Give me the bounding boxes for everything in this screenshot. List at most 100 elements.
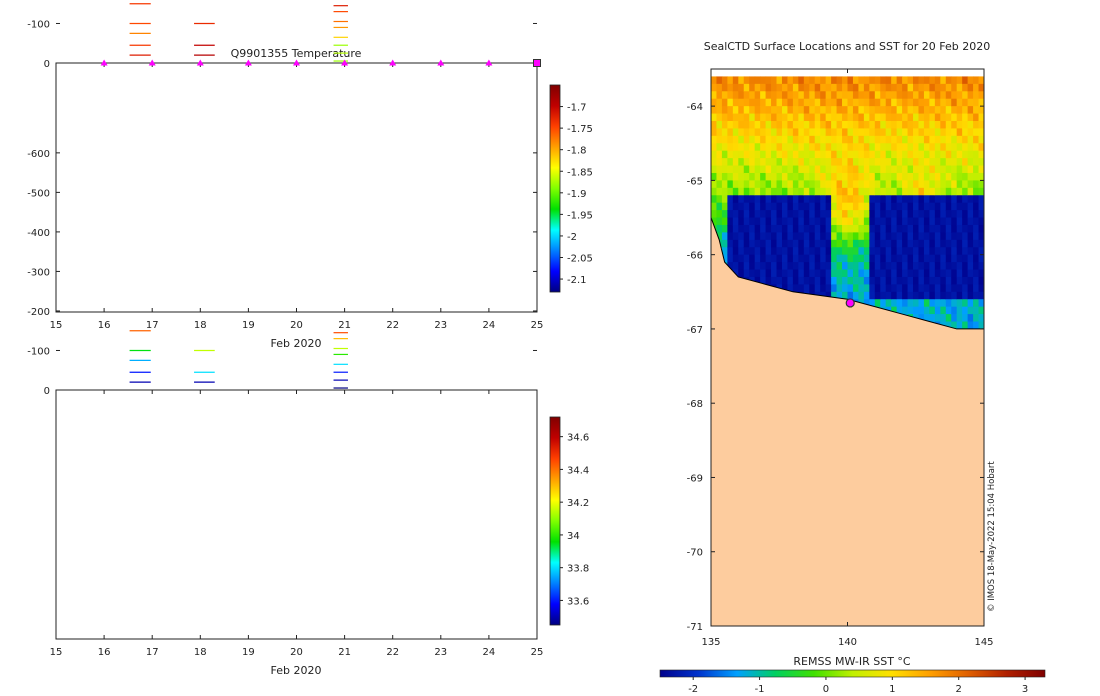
sst-cell xyxy=(836,135,843,144)
sst-cell xyxy=(820,210,827,219)
sst-cell xyxy=(956,113,963,122)
sst-cell xyxy=(749,135,756,144)
sst-cell xyxy=(967,128,974,137)
sst-cell xyxy=(847,98,854,107)
sst-cell xyxy=(792,247,799,256)
sst-cell xyxy=(771,120,778,130)
colorbar-tick-label: 34.4 xyxy=(567,465,589,476)
sst-cell xyxy=(951,284,958,293)
sst-cell xyxy=(787,254,794,263)
colorbar-tick-label: -1.9 xyxy=(567,189,587,200)
sst-cell xyxy=(814,202,821,211)
sst-cell xyxy=(754,120,761,130)
sst-cell xyxy=(711,210,718,219)
sst-cell xyxy=(847,120,854,130)
sst-cell xyxy=(787,143,794,152)
sst-cell xyxy=(858,98,865,107)
sst-cell xyxy=(874,254,881,263)
sst-cell xyxy=(749,180,756,189)
sst-cell xyxy=(760,187,767,196)
sst-cell xyxy=(858,217,865,226)
sst-cell xyxy=(923,195,930,204)
sst-cell xyxy=(918,76,925,85)
sst-cell xyxy=(885,165,892,174)
sst-cell xyxy=(902,83,909,92)
sst-cell xyxy=(973,158,980,167)
sst-cell xyxy=(929,91,936,100)
sst-cell xyxy=(836,202,843,211)
sst-cell xyxy=(842,165,849,174)
sst-cell xyxy=(760,158,767,167)
sst-cell xyxy=(978,247,984,256)
x-tick-label: 17 xyxy=(146,320,159,331)
sst-cell xyxy=(956,269,963,278)
sst-cell xyxy=(852,217,860,226)
sst-cell xyxy=(760,135,767,144)
sst-cell xyxy=(711,113,718,122)
sst-cell xyxy=(951,217,958,226)
sst-cell xyxy=(913,291,920,300)
sst-cell xyxy=(738,91,745,100)
sst-cell xyxy=(907,113,914,122)
sst-cell xyxy=(749,165,756,174)
sst-cell xyxy=(803,202,810,211)
sst-cell xyxy=(907,180,914,189)
sst-cell xyxy=(978,195,984,204)
sst-cell xyxy=(934,314,941,323)
sst-cell xyxy=(973,180,980,189)
sst-cell xyxy=(842,276,849,285)
sst-cell xyxy=(787,106,794,115)
sst-cell xyxy=(907,98,914,107)
sst-cell xyxy=(852,158,860,167)
sst-cell xyxy=(869,232,876,241)
sst-cell xyxy=(923,254,930,263)
sst-cell xyxy=(721,210,728,219)
sst-cell xyxy=(776,269,783,278)
sst-cell xyxy=(836,158,843,167)
sst-cell xyxy=(825,202,832,211)
sst-cell xyxy=(798,210,805,219)
sst-cell xyxy=(749,83,756,92)
sst-cell xyxy=(852,232,860,241)
sst-cell xyxy=(940,91,947,100)
sst-cell xyxy=(820,98,827,107)
sst-cell xyxy=(945,291,952,300)
sst-cell xyxy=(771,232,778,241)
sst-cell xyxy=(792,158,799,167)
sst-cell xyxy=(836,172,843,181)
sst-cell xyxy=(732,91,739,100)
sst-cell xyxy=(962,195,969,204)
sst-cell xyxy=(973,83,980,92)
sst-cell xyxy=(716,135,723,144)
y-tick-label: -600 xyxy=(27,149,50,160)
sst-cell xyxy=(776,91,783,100)
sst-cell xyxy=(814,113,821,122)
sst-cell xyxy=(962,210,969,219)
sst-cell xyxy=(787,180,794,189)
sst-cell xyxy=(842,187,849,196)
sst-cell xyxy=(716,128,723,137)
sst-cell xyxy=(863,247,870,256)
temperature-profile-markers xyxy=(100,59,541,67)
sst-cell xyxy=(962,98,969,107)
sst-cell xyxy=(842,210,849,219)
sst-cell xyxy=(863,76,870,85)
sst-cell xyxy=(749,143,756,152)
sst-cell xyxy=(945,262,952,271)
sst-cell xyxy=(918,98,925,107)
sst-cell xyxy=(880,113,887,122)
sst-cell xyxy=(738,269,745,278)
sst-cell xyxy=(978,143,984,152)
sst-cell xyxy=(792,150,799,159)
sst-cell xyxy=(929,276,936,285)
sst-cell xyxy=(934,91,941,100)
sst-cell xyxy=(798,254,805,263)
sst-cell xyxy=(852,106,860,115)
sst-cell xyxy=(820,76,827,85)
sst-cell xyxy=(825,172,832,181)
sst-cell xyxy=(836,76,843,85)
sst-cell xyxy=(803,195,810,204)
sst-cell xyxy=(803,210,810,219)
sst-cell xyxy=(842,284,849,293)
